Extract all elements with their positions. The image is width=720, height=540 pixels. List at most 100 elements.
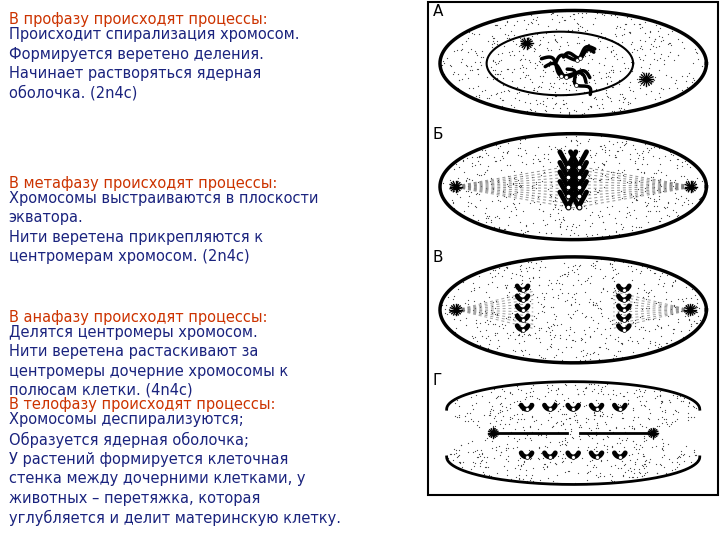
Point xyxy=(541,154,553,163)
Point xyxy=(648,314,660,323)
Point xyxy=(626,421,638,430)
Point xyxy=(452,70,464,78)
Point xyxy=(590,299,602,308)
Point xyxy=(582,66,594,75)
Point xyxy=(459,411,471,420)
Point xyxy=(449,292,460,300)
Point xyxy=(625,58,636,67)
Point xyxy=(474,462,486,471)
Point xyxy=(555,144,567,152)
Point xyxy=(678,172,690,180)
Point xyxy=(643,344,654,353)
Point xyxy=(644,266,656,274)
Point xyxy=(605,94,616,103)
Point xyxy=(631,75,643,84)
Point xyxy=(649,269,660,278)
Point xyxy=(656,461,667,469)
Point xyxy=(519,98,531,106)
Point xyxy=(626,38,638,46)
Point xyxy=(567,10,579,19)
Point xyxy=(540,326,552,335)
Point xyxy=(606,62,618,70)
Point xyxy=(531,184,542,192)
Point xyxy=(513,150,524,159)
Point xyxy=(610,298,621,306)
Point xyxy=(613,146,624,155)
Point xyxy=(601,431,613,440)
Point xyxy=(591,418,603,427)
Point xyxy=(693,194,704,203)
Point xyxy=(678,456,690,465)
Point xyxy=(593,342,605,351)
Point xyxy=(592,304,603,313)
Point xyxy=(539,441,551,450)
Point xyxy=(562,192,574,200)
Point xyxy=(607,316,618,325)
Point xyxy=(574,164,585,172)
Point xyxy=(514,218,526,226)
Point xyxy=(652,414,664,423)
Point xyxy=(602,390,613,399)
Point xyxy=(501,292,513,301)
Point xyxy=(514,136,526,144)
Point xyxy=(501,202,513,211)
Point xyxy=(671,208,683,217)
Point xyxy=(607,273,618,281)
Point xyxy=(597,169,608,178)
Point xyxy=(648,183,660,192)
Point xyxy=(619,63,631,72)
Point xyxy=(497,186,508,195)
Point xyxy=(586,272,598,280)
Point xyxy=(544,330,556,339)
Point xyxy=(459,416,470,425)
Point xyxy=(491,446,503,455)
Point xyxy=(598,441,610,449)
Point xyxy=(654,180,665,189)
Point xyxy=(573,431,585,440)
Point xyxy=(449,164,460,173)
Point xyxy=(664,397,675,406)
Point xyxy=(555,320,567,329)
Point xyxy=(521,226,532,235)
Point xyxy=(447,198,459,206)
Point xyxy=(603,151,615,160)
Point xyxy=(544,61,555,70)
Point xyxy=(549,193,561,201)
Point xyxy=(512,293,523,302)
Point xyxy=(666,457,678,466)
Point xyxy=(641,90,652,98)
Point xyxy=(508,200,520,208)
Point xyxy=(542,281,554,289)
Point xyxy=(488,384,500,393)
Point xyxy=(480,458,491,467)
Point xyxy=(450,183,462,191)
Point xyxy=(636,471,648,480)
Point xyxy=(540,29,552,37)
Point xyxy=(510,473,522,482)
Point xyxy=(490,417,502,426)
Point xyxy=(641,75,652,84)
Point xyxy=(536,59,547,68)
Point xyxy=(522,227,534,235)
Point xyxy=(621,12,632,21)
Point xyxy=(650,460,662,468)
Point xyxy=(572,18,583,27)
Point xyxy=(477,309,488,318)
Point xyxy=(561,343,572,352)
Point xyxy=(657,186,669,195)
Point xyxy=(565,300,577,309)
Point xyxy=(500,29,511,38)
Point xyxy=(536,431,547,440)
Point xyxy=(597,435,608,444)
Point xyxy=(527,289,539,298)
Point xyxy=(578,201,590,210)
Point xyxy=(454,410,465,419)
Point xyxy=(604,323,616,332)
Point xyxy=(556,111,567,119)
Point xyxy=(516,275,528,284)
Point xyxy=(559,192,571,200)
Point xyxy=(690,308,701,316)
Point xyxy=(508,180,519,188)
Point xyxy=(633,392,644,401)
Point xyxy=(581,414,593,422)
